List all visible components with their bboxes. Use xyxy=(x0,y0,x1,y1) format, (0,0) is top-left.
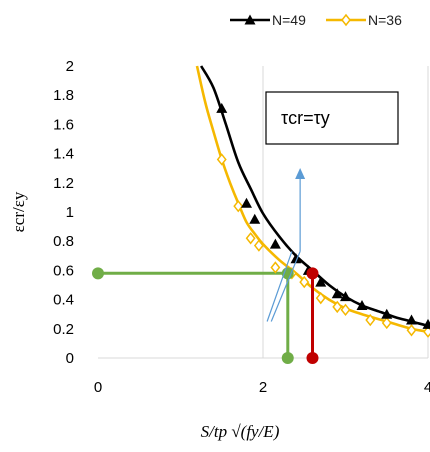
y-tick-label: 1.6 xyxy=(53,116,74,133)
guide-point xyxy=(306,267,319,280)
data-point-N=36 xyxy=(365,313,376,327)
y-tick-label: 0 xyxy=(66,350,74,367)
guide-point xyxy=(281,352,294,364)
guide-line xyxy=(98,271,290,358)
annotation: τcr=τy xyxy=(265,91,399,322)
data-point-N=36 xyxy=(245,232,256,245)
x-tick-labels: 0 2 4 xyxy=(94,379,430,396)
guide-point xyxy=(92,267,104,280)
data-point-N=49 xyxy=(331,288,343,299)
legend-label: N=49 xyxy=(272,12,306,28)
data-point-N=36 xyxy=(332,300,343,314)
data-point-N=36 xyxy=(253,239,264,252)
data-point-N=36 xyxy=(216,153,227,166)
y-tick-label: 1.8 xyxy=(53,87,74,104)
y-tick-label: 0.6 xyxy=(53,262,74,279)
y-tick-labels: 0 0.2 0.4 0.6 0.8 1 1.2 1.4 1.6 1.8 2 xyxy=(53,58,74,367)
guide-point xyxy=(306,352,319,364)
legend-label: N=36 xyxy=(368,12,402,28)
data-point-N=49 xyxy=(216,102,228,113)
data-point-N=36 xyxy=(340,303,351,317)
data-point-N=36 xyxy=(315,291,326,305)
data-point-N=49 xyxy=(422,318,430,329)
y-tick-label: 1.2 xyxy=(53,175,74,192)
data-point-N=49 xyxy=(315,276,327,287)
legend: N=49 N=36 xyxy=(230,12,402,28)
legend-marker xyxy=(341,13,351,27)
data-point-N=49 xyxy=(406,314,417,325)
x-tick-label: 0 xyxy=(94,379,102,396)
annotation-arrow-line xyxy=(266,251,293,322)
annotation-box xyxy=(265,91,399,145)
data-point-N=49 xyxy=(381,308,393,319)
annotation-arrowhead xyxy=(295,168,306,180)
y-axis-title: εcr/εy xyxy=(9,191,28,232)
x-tick-label: 2 xyxy=(259,379,267,396)
annotation-arrow-line xyxy=(270,251,301,322)
data-point-N=49 xyxy=(290,253,302,264)
data-point-N=36 xyxy=(270,261,281,274)
y-tick-label: 0.2 xyxy=(53,321,74,338)
x-axis-title: S/tp √(fy/E) xyxy=(201,422,280,441)
data-point-N=36 xyxy=(423,325,430,338)
data-point-N=49 xyxy=(249,213,261,224)
data-point-N=49 xyxy=(269,238,281,249)
data-point-N=36 xyxy=(406,324,417,337)
y-tick-label: 0.8 xyxy=(53,233,74,250)
guide-lines xyxy=(98,271,314,358)
annotation-text: τcr=τy xyxy=(281,108,330,128)
y-tick-label: 1.4 xyxy=(53,146,74,163)
x-tick-label: 4 xyxy=(424,379,430,396)
series-markers xyxy=(92,102,430,364)
y-tick-label: 1 xyxy=(66,204,74,221)
y-tick-label: 2 xyxy=(66,58,74,75)
data-point-N=36 xyxy=(381,316,392,330)
y-tick-label: 0.4 xyxy=(53,292,74,309)
data-point-N=49 xyxy=(356,299,368,310)
data-point-N=36 xyxy=(233,199,244,213)
data-point-N=36 xyxy=(299,275,310,289)
data-point-N=49 xyxy=(241,197,252,208)
data-point-N=49 xyxy=(340,291,351,302)
legend-marker xyxy=(244,14,256,25)
